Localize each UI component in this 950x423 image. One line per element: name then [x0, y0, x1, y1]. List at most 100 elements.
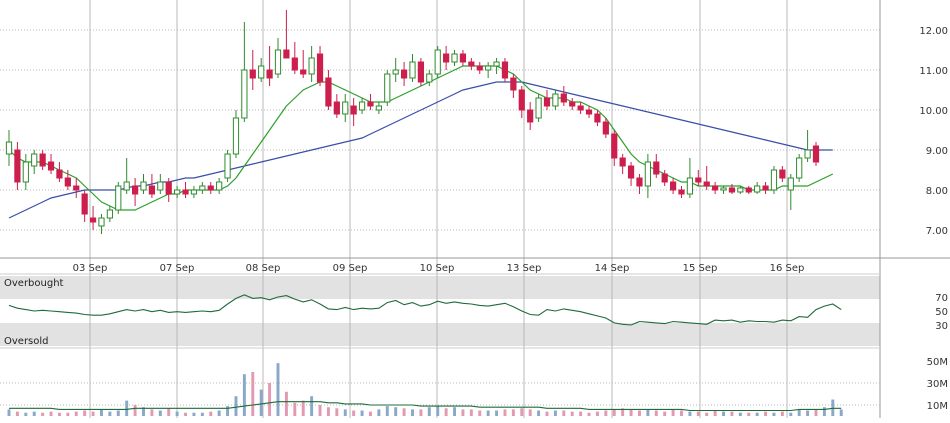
candle	[695, 170, 702, 186]
candle	[123, 158, 130, 194]
volume-bar	[822, 407, 826, 416]
x-tick-label: 14 Sep	[595, 263, 630, 274]
volume-bar	[217, 410, 221, 416]
volume-bar	[646, 409, 650, 416]
volume-bar	[209, 411, 213, 416]
candle-body	[148, 185, 156, 195]
volume-bar	[427, 407, 431, 416]
candle	[241, 22, 248, 122]
candle	[737, 186, 744, 194]
volume-bar	[326, 407, 330, 416]
x-tick-label: 07 Sep	[160, 263, 195, 274]
volume-bar	[284, 391, 288, 416]
candle-body	[73, 185, 80, 191]
candle-body	[258, 65, 265, 79]
candle	[157, 174, 164, 194]
y-tick-label: 9.00	[926, 146, 948, 157]
candle-body	[443, 53, 450, 63]
x-tick-label: 13 Sep	[507, 263, 542, 274]
volume-bar	[461, 409, 465, 416]
volume-bar	[503, 409, 507, 416]
volume-bar	[587, 412, 591, 416]
candle-body	[5, 141, 13, 155]
x-tick-label: 10 Sep	[420, 263, 455, 274]
candle	[476, 62, 483, 74]
candle-body	[14, 149, 21, 183]
volume-tick-label: 30M	[927, 379, 948, 390]
candle	[224, 150, 231, 182]
candle	[611, 130, 618, 166]
candle-body	[552, 93, 559, 107]
candle	[636, 174, 643, 194]
candle-body	[216, 181, 223, 191]
volume-bar	[469, 409, 473, 416]
volume-average-line	[9, 401, 842, 412]
volume-bar	[24, 412, 28, 416]
candle-body	[165, 181, 172, 195]
candle-body	[316, 53, 324, 83]
candle-body	[291, 57, 298, 71]
volume-bar	[66, 412, 70, 416]
volume-bar	[621, 408, 625, 416]
volume-bar	[74, 411, 78, 416]
volume-bar	[495, 410, 499, 416]
candle	[804, 130, 811, 162]
candle	[283, 10, 290, 59]
volume-bar	[192, 412, 196, 416]
candle	[653, 154, 660, 178]
volume-bar	[301, 400, 305, 416]
candle-body	[653, 161, 660, 175]
candle-body	[22, 161, 29, 183]
volume-bar	[411, 409, 414, 416]
volume-bar	[562, 410, 566, 416]
candle	[644, 154, 651, 198]
volume-bar	[15, 411, 19, 416]
volume-bar	[797, 409, 801, 416]
candle-body	[585, 109, 593, 115]
volume-bar	[453, 407, 457, 416]
candle-body	[39, 153, 46, 167]
candle-body	[686, 177, 694, 195]
rsi-panel: Overbought Oversold	[4, 278, 842, 347]
candle-body	[527, 109, 534, 123]
candle	[812, 142, 820, 166]
candle	[358, 98, 366, 114]
candle	[64, 170, 71, 190]
candle	[98, 214, 105, 234]
candle-body	[451, 53, 458, 63]
volume-bar	[730, 411, 734, 416]
candle	[392, 58, 399, 82]
candle	[493, 58, 500, 74]
candle	[669, 178, 677, 194]
candle-body	[703, 181, 710, 187]
volume-bar	[293, 402, 297, 416]
candle-body	[384, 73, 391, 103]
volume-bar	[125, 400, 129, 416]
candle	[266, 46, 273, 86]
volume-bar	[444, 408, 448, 416]
candle-body	[812, 145, 820, 163]
candle	[552, 90, 559, 110]
volume-bar	[755, 412, 759, 416]
volume-bar	[310, 396, 314, 416]
candle-body	[518, 89, 525, 111]
volume-bar	[200, 412, 204, 416]
candle	[762, 182, 769, 194]
candle	[115, 182, 122, 214]
candle	[165, 178, 172, 202]
volume-bar	[184, 412, 188, 416]
volume-bar	[772, 412, 776, 416]
volume-bar	[175, 411, 179, 416]
candle	[577, 102, 584, 114]
volume-bar	[696, 411, 700, 416]
volume-bar	[545, 411, 549, 416]
candle	[535, 94, 542, 122]
candle-body	[333, 101, 340, 115]
volume-bar	[83, 410, 87, 416]
candle-body	[241, 69, 248, 119]
candle	[409, 54, 416, 82]
volume-bar	[32, 411, 36, 416]
candle-body	[804, 149, 811, 159]
candle	[451, 50, 458, 66]
volume-bar	[705, 412, 709, 416]
